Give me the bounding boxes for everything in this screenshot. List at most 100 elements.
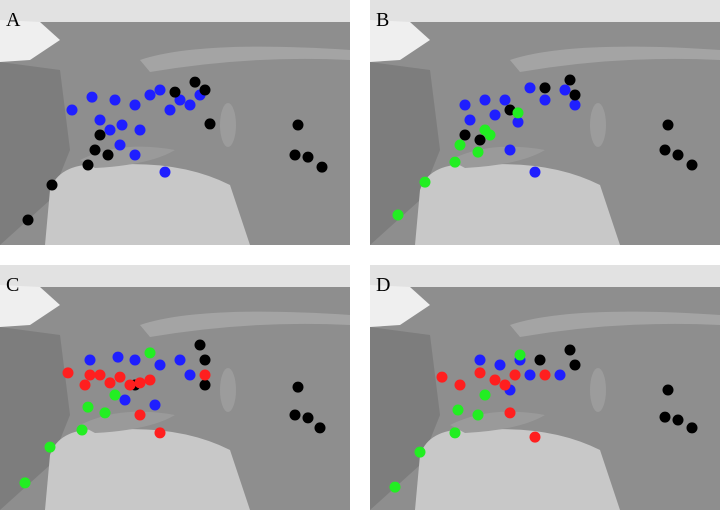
sample-dot: [529, 166, 541, 178]
sample-dot: [474, 134, 486, 146]
sample-dot: [19, 477, 31, 489]
sample-dot: [559, 84, 571, 96]
sample-dot: [184, 369, 196, 381]
sample-dot: [499, 379, 511, 391]
greenland: [0, 285, 60, 327]
sample-dot: [109, 389, 121, 401]
sample-dot: [454, 379, 466, 391]
sample-dot: [114, 371, 126, 383]
sample-dot: [512, 116, 524, 128]
sample-dot: [489, 374, 501, 386]
sample-dot: [144, 89, 156, 101]
sample-dot: [199, 369, 211, 381]
sample-dot: [189, 76, 201, 88]
sample-dot: [472, 146, 484, 158]
sample-dot: [472, 409, 484, 421]
sample-dot: [454, 139, 466, 151]
ice-strip: [0, 0, 350, 22]
sample-dot: [199, 379, 211, 391]
sample-dot: [419, 176, 431, 188]
sample-dot: [524, 369, 536, 381]
sample-dot: [104, 124, 116, 136]
sample-dot: [524, 82, 536, 94]
sample-dot: [569, 99, 581, 111]
sample-dot: [124, 379, 136, 391]
panel-label: A: [6, 9, 21, 31]
sample-dot: [539, 94, 551, 106]
sample-dot: [134, 409, 146, 421]
sample-dot: [82, 401, 94, 413]
sample-dot: [129, 354, 141, 366]
sample-dot: [119, 394, 131, 406]
arctic-coast: [510, 311, 720, 337]
sample-dot: [539, 369, 551, 381]
sample-dot: [109, 94, 121, 106]
sample-dot: [292, 381, 304, 393]
sample-dot: [509, 369, 521, 381]
sample-dot: [659, 144, 671, 156]
sample-dot: [539, 82, 551, 94]
sample-dot: [116, 119, 128, 131]
sample-dot: [662, 384, 674, 396]
sahara: [45, 429, 250, 510]
sample-dot: [504, 407, 516, 419]
sahara: [415, 429, 620, 510]
atlantic: [370, 327, 440, 510]
map-panel: D: [370, 265, 720, 510]
sahara: [45, 164, 250, 245]
sample-dot: [484, 129, 496, 141]
sample-dot: [292, 119, 304, 131]
sample-dot: [84, 369, 96, 381]
sample-dot: [414, 446, 426, 458]
sample-dot: [314, 422, 326, 434]
arctic-coast: [510, 46, 720, 72]
caspian: [220, 368, 236, 412]
sample-dot: [302, 151, 314, 163]
ice-strip: [0, 265, 350, 287]
sample-dot: [449, 427, 461, 439]
sample-dot: [672, 414, 684, 426]
sample-dot: [194, 339, 206, 351]
sample-dot: [499, 94, 511, 106]
arctic-coast: [140, 46, 350, 72]
sample-dot: [184, 99, 196, 111]
caspian: [590, 368, 606, 412]
sample-dot: [99, 407, 111, 419]
sample-dot: [389, 481, 401, 493]
sample-dot: [44, 441, 56, 453]
sample-dot: [479, 94, 491, 106]
ice-strip: [370, 0, 720, 22]
sample-dot: [104, 377, 116, 389]
sample-dot: [662, 119, 674, 131]
sample-dot: [134, 124, 146, 136]
sample-dot: [76, 424, 88, 436]
sample-dot: [686, 159, 698, 171]
sample-dot: [102, 149, 114, 161]
sample-dot: [129, 149, 141, 161]
sample-dot: [569, 89, 581, 101]
sample-dot: [144, 374, 156, 386]
sample-dot: [129, 99, 141, 111]
sample-dot: [89, 144, 101, 156]
sample-dot: [302, 412, 314, 424]
sample-dot: [154, 359, 166, 371]
map-panel: C: [0, 265, 350, 510]
sample-dot: [564, 344, 576, 356]
sample-dot: [199, 354, 211, 366]
sample-dot: [504, 144, 516, 156]
sample-dot: [62, 367, 74, 379]
sample-dot: [474, 367, 486, 379]
sample-dot: [149, 399, 161, 411]
sample-dot: [316, 161, 328, 173]
arctic-coast: [140, 311, 350, 337]
sample-dot: [174, 354, 186, 366]
panel-label: D: [376, 274, 390, 296]
sample-dot: [554, 369, 566, 381]
sample-dot: [82, 159, 94, 171]
sample-dot: [94, 129, 106, 141]
sample-dot: [452, 404, 464, 416]
map-panel: B: [370, 0, 720, 245]
sample-dot: [672, 149, 684, 161]
